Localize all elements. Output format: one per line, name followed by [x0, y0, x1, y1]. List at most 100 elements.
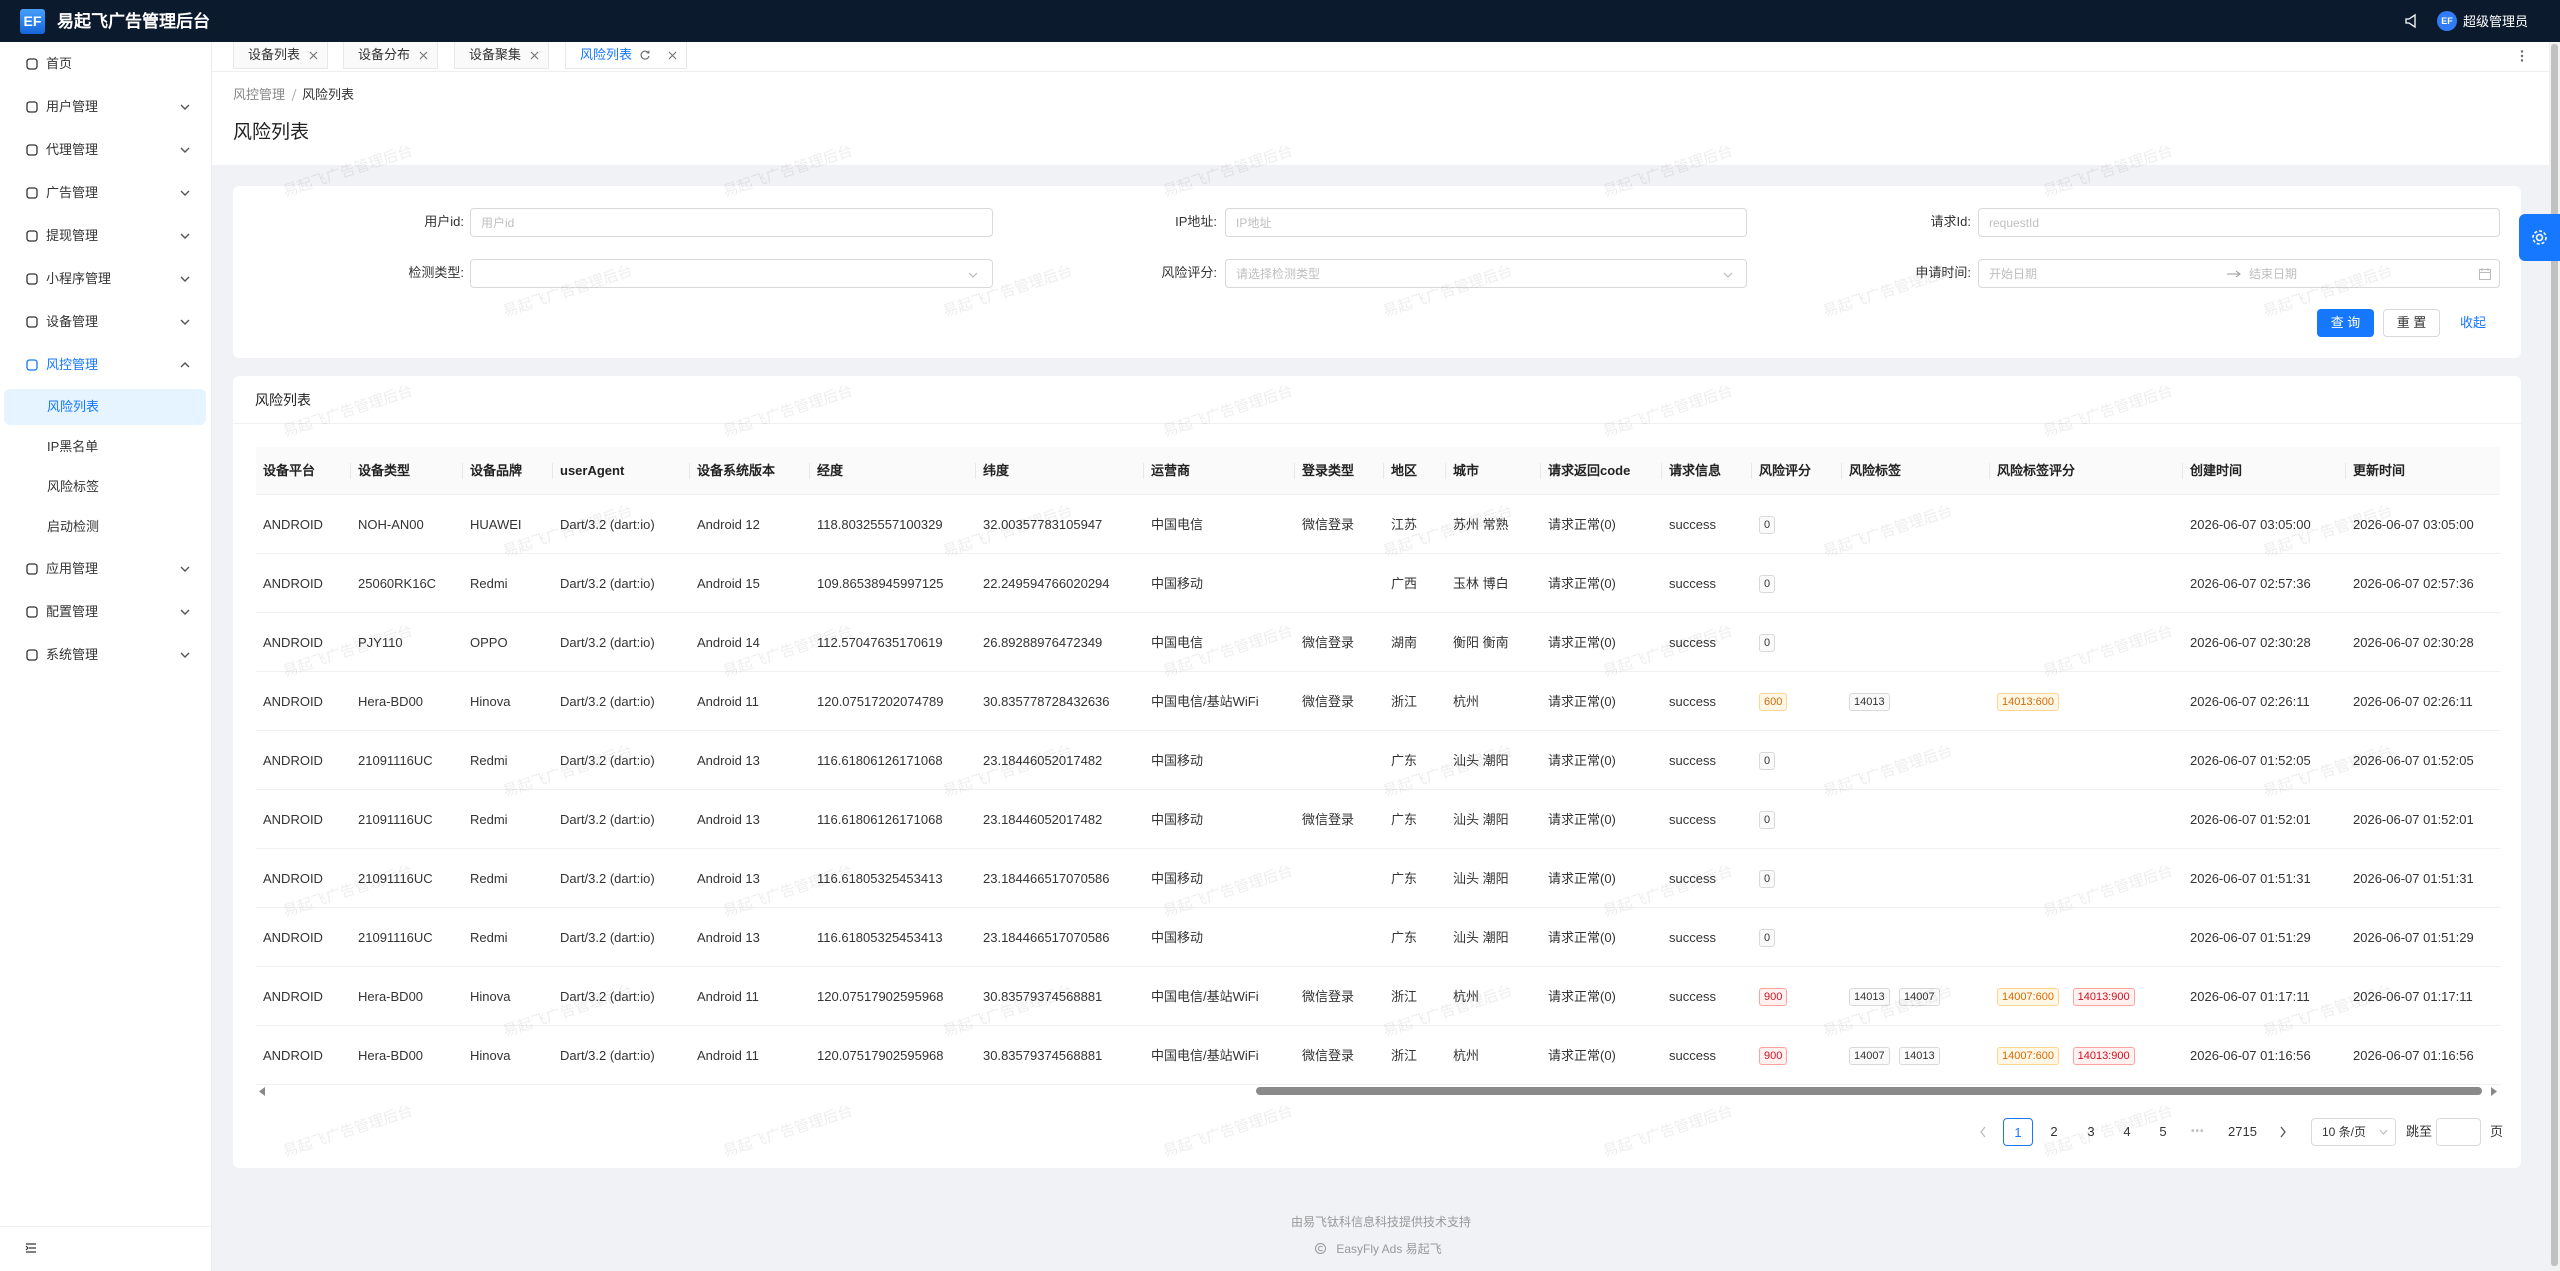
- column-header: 经度: [817, 463, 844, 478]
- menu-item[interactable]: 应用管理: [46, 561, 99, 576]
- table-cell: Dart/3.2 (dart:io): [560, 635, 655, 650]
- avatar[interactable]: EF: [2437, 11, 2457, 31]
- menu-chevron[interactable]: [180, 146, 190, 154]
- scroll-right[interactable]: [2490, 1087, 2498, 1096]
- settings-button[interactable]: [2519, 214, 2560, 261]
- menu-item[interactable]: 设备管理: [46, 314, 99, 329]
- tab-close[interactable]: [309, 51, 318, 60]
- logo-badge: EF: [20, 9, 45, 34]
- tab-reload[interactable]: [640, 50, 650, 60]
- menu-item[interactable]: 代理管理: [46, 142, 99, 157]
- tab-close[interactable]: [530, 51, 539, 60]
- submenu-item[interactable]: 启动检测: [47, 519, 100, 534]
- menu-chevron[interactable]: [180, 651, 190, 659]
- menu-item[interactable]: 用户管理: [46, 99, 99, 114]
- submenu-item[interactable]: 风险列表: [47, 399, 100, 414]
- copyright-icon: [1315, 1243, 1326, 1254]
- column-separator: [350, 463, 351, 479]
- scroll-left[interactable]: [258, 1087, 266, 1096]
- filter-label: IP地址:: [1175, 214, 1217, 229]
- table-cell: 21091116UC: [358, 812, 433, 827]
- tag: 0: [1759, 575, 1776, 593]
- tag: 0: [1759, 811, 1776, 829]
- page-item[interactable]: 1: [2003, 1118, 2033, 1146]
- table-cell: 118.80325557100329: [817, 517, 943, 532]
- table-cell: 广东: [1391, 930, 1418, 945]
- menu-icon: [26, 359, 38, 371]
- submenu-item[interactable]: 风险标签: [47, 479, 100, 494]
- column-separator: [552, 463, 553, 479]
- menu-chevron[interactable]: [180, 103, 190, 111]
- tab[interactable]: 设备分布: [343, 42, 438, 69]
- table-cell: ANDROID: [263, 576, 323, 591]
- page-item[interactable]: 3: [2076, 1118, 2106, 1146]
- menu-chevron[interactable]: [180, 361, 190, 369]
- collapse-link[interactable]: 收起: [2460, 315, 2487, 330]
- button-label: 重 置: [2396, 315, 2427, 330]
- menu-chevron[interactable]: [180, 318, 190, 326]
- page-number[interactable]: 2715: [2228, 1124, 2257, 1139]
- menu-chevron[interactable]: [180, 189, 190, 197]
- menu-chevron[interactable]: [180, 232, 190, 240]
- menu-chevron[interactable]: [180, 608, 190, 616]
- page-prev[interactable]: [1979, 1126, 1987, 1138]
- menu-item[interactable]: 系统管理: [46, 647, 99, 662]
- tab[interactable]: 设备列表: [233, 42, 328, 69]
- tab[interactable]: 设备聚集: [454, 42, 549, 69]
- page-next[interactable]: [2279, 1126, 2287, 1138]
- menu-chevron[interactable]: [180, 275, 190, 283]
- column-header: 设备系统版本: [697, 463, 776, 478]
- table-cell: 微信登录: [1302, 1048, 1355, 1063]
- table-cell: success: [1669, 635, 1716, 650]
- table-row: ANDROID 21091116UC Redmi Dart/3.2 (dart:io)…: [256, 908, 2500, 967]
- table-cell: 江苏: [1391, 517, 1418, 532]
- page-size[interactable]: 10 条/页: [2311, 1118, 2396, 1146]
- menu-icon: [26, 230, 38, 242]
- filter-input[interactable]: 用户id: [470, 208, 993, 237]
- page-scroll-thumb[interactable]: [2551, 44, 2558, 1266]
- tab[interactable]: 风险列表: [565, 42, 687, 69]
- table-cell: Hinova: [470, 694, 511, 709]
- tab-close[interactable]: [668, 51, 677, 60]
- page-item[interactable]: 2: [2039, 1118, 2069, 1146]
- table-cell: 23.184466517070586: [983, 930, 1110, 945]
- table-cell: 中国电信/基站WiFi: [1151, 694, 1259, 709]
- menu-item[interactable]: 风控管理: [46, 357, 99, 372]
- column-separator: [1751, 463, 1752, 479]
- scroll-thumb[interactable]: [1256, 1087, 2482, 1095]
- menu-item[interactable]: 首页: [46, 56, 73, 71]
- page-ellipsis[interactable]: •••: [2191, 1126, 2205, 1137]
- collapse-icon[interactable]: [25, 1242, 37, 1254]
- tab-close[interactable]: [419, 51, 428, 60]
- page-item[interactable]: 5: [2148, 1118, 2178, 1146]
- table-cell: 微信登录: [1302, 989, 1355, 1004]
- filter-input[interactable]: requestId: [1978, 208, 2500, 237]
- menu-item[interactable]: 小程序管理: [46, 271, 112, 286]
- search-button[interactable]: 查 询: [2317, 309, 2374, 337]
- table-cell: Redmi: [470, 871, 508, 886]
- app-title: 易起飞广告管理后台: [57, 12, 210, 31]
- menu-item[interactable]: 广告管理: [46, 185, 99, 200]
- column-separator: [809, 463, 810, 479]
- table-cell: Redmi: [470, 930, 508, 945]
- user-name[interactable]: 超级管理员: [2463, 14, 2529, 29]
- menu-item[interactable]: 配置管理: [46, 604, 99, 619]
- submenu-item[interactable]: IP黑名单: [47, 439, 99, 454]
- column-header: 运营商: [1151, 463, 1191, 478]
- table-cell: Android 13: [697, 812, 760, 827]
- reset-button[interactable]: 重 置: [2383, 309, 2440, 337]
- page-item[interactable]: 4: [2112, 1118, 2142, 1146]
- jump-input[interactable]: [2436, 1118, 2481, 1146]
- filter-input[interactable]: IP地址: [1225, 208, 1747, 237]
- menu-chevron[interactable]: [180, 565, 190, 573]
- filter-input[interactable]: 开始日期 结束日期: [1978, 259, 2500, 288]
- column-separator: [975, 463, 976, 479]
- filter-input[interactable]: [470, 259, 993, 288]
- table-cell: 中国电信/基站WiFi: [1151, 989, 1259, 1004]
- notice-icon[interactable]: [2404, 13, 2418, 29]
- table-cell: 中国移动: [1151, 871, 1204, 886]
- table-cell: 请求正常(0): [1548, 1048, 1616, 1063]
- menu-item[interactable]: 提现管理: [46, 228, 99, 243]
- filter-input[interactable]: 请选择检测类型: [1225, 259, 1747, 288]
- window-menu[interactable]: [2520, 50, 2524, 62]
